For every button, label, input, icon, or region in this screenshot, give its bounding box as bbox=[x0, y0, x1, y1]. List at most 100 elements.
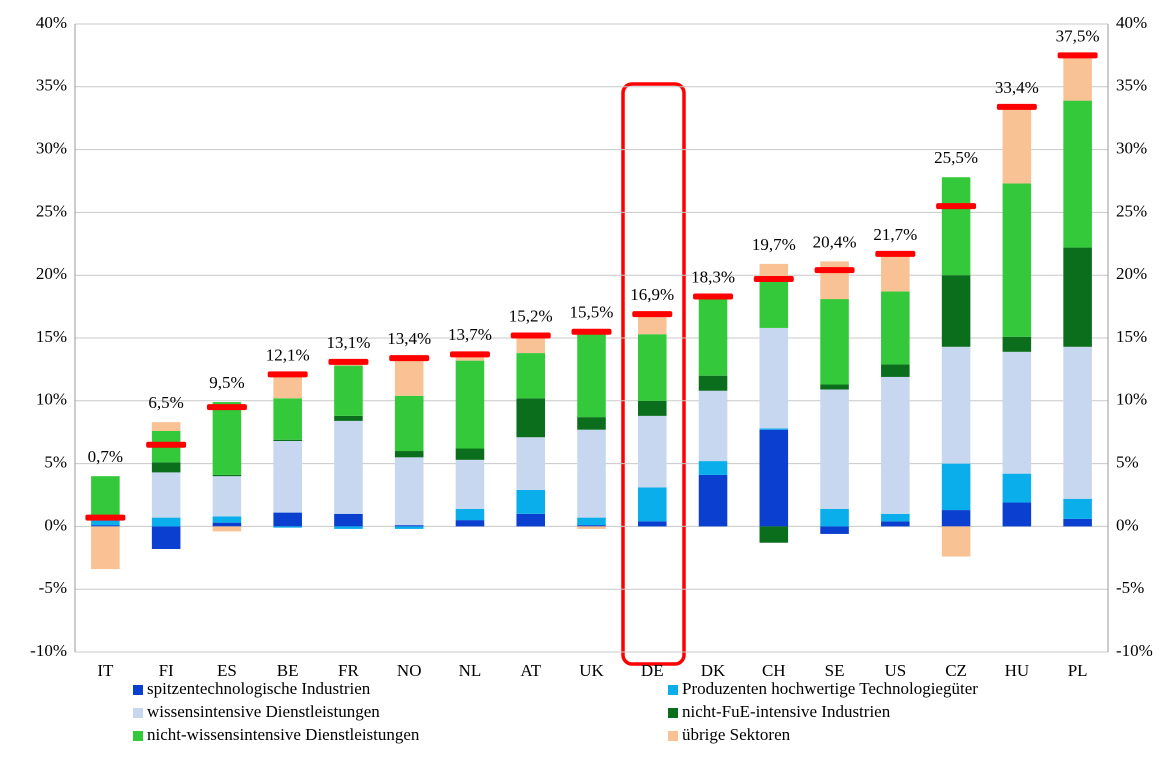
bar-segment bbox=[91, 476, 120, 521]
bar-segment bbox=[273, 439, 302, 441]
y2-tick-label: 15% bbox=[1116, 327, 1147, 346]
total-label: 19,7% bbox=[752, 235, 796, 254]
bar-segment bbox=[941, 510, 971, 527]
total-marker bbox=[1057, 52, 1098, 59]
total-label: 25,5% bbox=[934, 148, 978, 167]
y-tick-label: 35% bbox=[36, 76, 67, 95]
bar-segment bbox=[273, 526, 302, 528]
bar-segment bbox=[516, 513, 546, 527]
bar-segment bbox=[1002, 183, 1032, 337]
total-label: 6,5% bbox=[148, 393, 183, 412]
total-marker bbox=[693, 293, 734, 300]
y-tick-label: -5% bbox=[39, 578, 67, 597]
legend-swatch bbox=[668, 685, 678, 695]
total-label: 21,7% bbox=[873, 225, 917, 244]
bar-segment bbox=[637, 415, 667, 488]
y-tick-label: 5% bbox=[44, 453, 67, 472]
bar-segment bbox=[881, 521, 910, 527]
bar-segment bbox=[394, 526, 424, 529]
bar-segment bbox=[151, 472, 181, 518]
bar-segment bbox=[820, 526, 849, 534]
bars bbox=[91, 56, 1092, 570]
total-marker bbox=[814, 267, 855, 274]
bar-segment bbox=[820, 508, 849, 527]
bar-segment bbox=[394, 525, 424, 527]
bar-segment bbox=[334, 365, 363, 416]
total-label: 0,7% bbox=[88, 447, 123, 466]
x-tick-label: CZ bbox=[945, 661, 967, 680]
x-tick-label: PL bbox=[1068, 661, 1088, 680]
bar-segment bbox=[516, 353, 546, 399]
bar-segment bbox=[577, 526, 606, 529]
x-tick-label: BE bbox=[277, 661, 299, 680]
bar-segment bbox=[212, 522, 242, 527]
total-marker bbox=[632, 311, 673, 318]
bar-segment bbox=[759, 526, 789, 543]
bar-segment bbox=[516, 398, 546, 438]
total-label: 15,5% bbox=[570, 303, 614, 322]
x-tick-label: HU bbox=[1005, 661, 1030, 680]
x-tick-label: ES bbox=[217, 661, 237, 680]
bar-segment bbox=[759, 263, 789, 277]
bar-segment bbox=[1002, 502, 1032, 527]
bar-segment bbox=[394, 395, 424, 452]
total-label: 13,4% bbox=[387, 329, 431, 348]
x-tick-label: NL bbox=[459, 661, 482, 680]
x-tick-label: SE bbox=[825, 661, 845, 680]
x-tick-label: US bbox=[884, 661, 906, 680]
overlay: 0,7% 6,5% 9,5% 12,1% 13,1% 13,4% 13,7% 15,2% 15,… bbox=[85, 26, 1100, 521]
legend-swatch bbox=[133, 731, 143, 741]
bar-segment bbox=[577, 517, 606, 526]
legend-label: nicht-wissensintensive Dienstleistungen bbox=[147, 725, 420, 744]
bar-segment bbox=[577, 417, 606, 430]
bar-segment bbox=[881, 376, 910, 514]
legend-label: spitzentechnologische Industrien bbox=[147, 679, 371, 698]
bar-segment bbox=[698, 299, 728, 376]
legend-label: Produzenten hochwertige Technologiegüter bbox=[682, 679, 978, 698]
y2-tick-label: 30% bbox=[1116, 139, 1147, 158]
bar-segment bbox=[212, 474, 242, 477]
legend-label: wissensintensive Dienstleistungen bbox=[147, 702, 380, 721]
legend-label: nicht-FuE-intensive Industrien bbox=[682, 702, 891, 721]
bar-segment bbox=[1063, 498, 1092, 519]
x-tick-label: IT bbox=[97, 661, 114, 680]
total-marker bbox=[449, 351, 490, 358]
x-tick-label: AT bbox=[520, 661, 541, 680]
total-marker bbox=[146, 441, 187, 448]
bar-segment bbox=[1063, 56, 1092, 101]
bar-segment bbox=[273, 374, 302, 399]
bar-segment bbox=[698, 461, 728, 475]
bar-segment bbox=[759, 428, 789, 430]
total-label: 12,1% bbox=[266, 345, 310, 364]
total-marker bbox=[875, 250, 916, 257]
bar-segment bbox=[273, 398, 302, 440]
bar-segment bbox=[698, 390, 728, 462]
bar-segment bbox=[151, 517, 181, 527]
bar-segment bbox=[1063, 100, 1092, 248]
bar-segment bbox=[212, 526, 242, 532]
y2-tick-label: -10% bbox=[1116, 641, 1153, 660]
bar-segment bbox=[455, 459, 485, 509]
bar-segment bbox=[455, 360, 485, 449]
legend-swatch bbox=[668, 708, 678, 718]
bar-segment bbox=[151, 526, 181, 550]
bar-segment bbox=[637, 487, 667, 522]
bar-segment bbox=[637, 400, 667, 416]
total-label: 37,5% bbox=[1056, 26, 1100, 45]
bar-segment bbox=[1002, 106, 1032, 184]
total-label: 16,9% bbox=[630, 285, 674, 304]
total-label: 15,2% bbox=[509, 306, 553, 325]
legend-swatch bbox=[133, 708, 143, 718]
bar-segment bbox=[212, 516, 242, 523]
bar-segment bbox=[698, 375, 728, 391]
bar-segment bbox=[394, 457, 424, 526]
bar-segment bbox=[881, 291, 910, 365]
bar-segment bbox=[820, 261, 849, 300]
bar-segment bbox=[941, 346, 971, 464]
bar-segment bbox=[151, 422, 181, 431]
total-label: 13,1% bbox=[326, 333, 370, 352]
bar-segment bbox=[455, 354, 485, 361]
x-tick-label: DK bbox=[701, 661, 726, 680]
bar-segment bbox=[881, 364, 910, 377]
